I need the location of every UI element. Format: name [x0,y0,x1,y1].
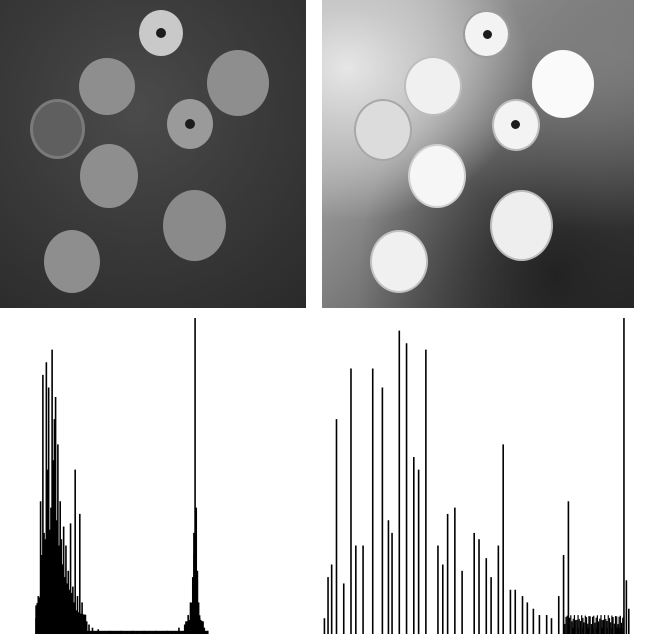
coin [492,99,540,151]
coin-hole [185,119,195,129]
coin [207,50,269,116]
coin [30,99,85,159]
original-histogram [0,312,306,636]
coin [490,190,553,261]
coin [463,10,510,58]
coin [80,144,138,208]
coin [167,99,213,149]
coin-hole [483,30,492,39]
coin [163,190,226,261]
equalized-coins-image [322,0,634,308]
original-coins-image [0,0,306,308]
coin [79,58,135,115]
coin [532,50,594,118]
coin [354,99,412,161]
coin [370,230,428,293]
equalized-histogram-svg [316,312,636,636]
coin-hole [511,120,520,129]
coin [408,144,466,208]
coin [44,230,100,293]
coin [139,10,183,56]
coin [404,56,462,116]
original-histogram-svg [0,312,306,636]
coin-hole [156,28,166,38]
equalized-histogram [316,312,636,636]
